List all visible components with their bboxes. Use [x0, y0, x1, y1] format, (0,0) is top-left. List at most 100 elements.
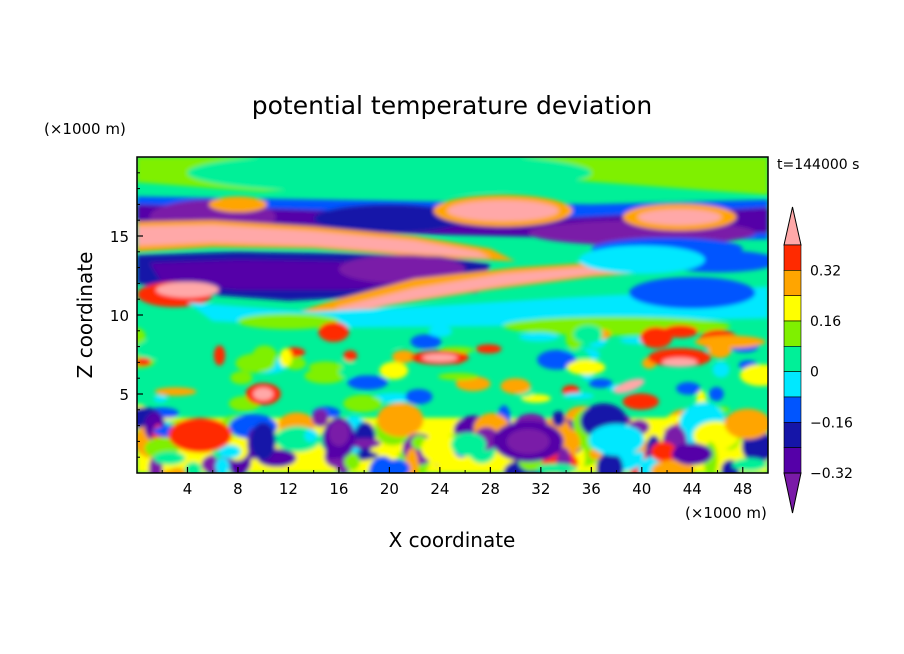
colorbar-swatch	[783, 371, 802, 398]
contour-region	[672, 442, 713, 466]
contour-region	[379, 361, 409, 380]
contour-region	[694, 335, 766, 349]
contour-region	[724, 408, 768, 440]
contour-region	[405, 389, 433, 405]
x-tick-label: 32	[531, 480, 550, 498]
contour-region	[154, 387, 197, 396]
x-tick-label: 8	[233, 480, 243, 498]
contour-region	[450, 432, 487, 457]
colorbar-swatch	[783, 244, 802, 271]
chart-title: potential temperature deviation	[252, 91, 652, 120]
colorbar-min-arrow	[783, 472, 802, 514]
contour-region	[712, 361, 730, 378]
contour-region	[500, 378, 531, 394]
colorbar-max-arrow	[783, 206, 802, 246]
contour-region	[313, 204, 466, 233]
contour-regions	[137, 157, 768, 473]
contour-region	[455, 376, 491, 392]
colorbar-swatch	[783, 270, 802, 296]
contour-region	[137, 357, 152, 367]
x-unit-label: (×1000 m)	[685, 504, 767, 522]
contour-region	[596, 452, 624, 473]
x-tick-label: 16	[329, 480, 348, 498]
contour-region	[372, 392, 416, 403]
x-axis: 4 8 12 16 20 24 28 32 36 40 44 48	[161, 467, 752, 498]
contour-region	[237, 313, 339, 330]
colorbar: 0.32 0.16 0 −0.16 −0.32	[783, 206, 853, 514]
contour-region	[208, 196, 267, 213]
time-label: t=144000 s	[777, 157, 859, 173]
contour-region	[622, 393, 660, 410]
x-tick-label: 4	[183, 480, 193, 498]
y-axis: 5 10 15	[110, 172, 143, 458]
contour-region	[732, 457, 767, 472]
y-axis-label: Z coordinate	[73, 252, 97, 379]
colorbar-swatch	[783, 396, 802, 423]
contour-region	[153, 395, 168, 403]
x-tick-label: 44	[683, 480, 702, 498]
contour-region	[312, 408, 329, 428]
contour-region	[215, 457, 230, 473]
contour-region	[218, 444, 242, 459]
y-tick-label: 15	[110, 228, 129, 246]
x-tick-label: 24	[430, 480, 449, 498]
contour-region	[573, 325, 603, 344]
contour-region	[253, 387, 274, 401]
contour-region	[428, 325, 453, 337]
contour-region	[184, 461, 202, 473]
contour-region	[613, 378, 645, 394]
contour-region	[422, 353, 458, 362]
contour-region	[343, 350, 358, 362]
contour-region	[235, 353, 276, 373]
x-tick-label: 36	[582, 480, 601, 498]
x-tick-label: 40	[632, 480, 651, 498]
contour-region	[155, 281, 220, 298]
colorbar-tick-label: −0.16	[810, 415, 853, 431]
contour-region	[250, 422, 276, 461]
contour-region	[279, 348, 293, 367]
contour-region	[213, 345, 226, 366]
contour-region	[709, 386, 724, 402]
contour-region	[337, 357, 356, 379]
colorbar-swatch	[783, 422, 802, 448]
x-axis-label: X coordinate	[389, 528, 516, 552]
contour-region	[137, 224, 491, 259]
contour-region	[304, 368, 346, 384]
contour-region	[304, 429, 317, 443]
contour-region	[519, 332, 559, 342]
contour-region	[588, 378, 613, 389]
contour-region	[187, 157, 592, 194]
contour-region	[230, 371, 253, 385]
contour-region	[376, 402, 424, 437]
contour-region	[438, 372, 479, 381]
contour-region	[629, 277, 756, 309]
contour-region	[650, 441, 677, 462]
colorbar-swatch	[783, 346, 802, 372]
contour-region	[638, 209, 722, 225]
contour-region	[328, 420, 350, 447]
contour-region	[343, 394, 383, 413]
contour-region	[318, 321, 350, 342]
colorbar-tick-label: 0	[810, 365, 819, 381]
x-tick-label: 20	[380, 480, 399, 498]
contour-region	[521, 394, 551, 403]
x-tick-label: 48	[733, 480, 752, 498]
contour-region	[552, 410, 565, 427]
contour-region	[566, 359, 606, 376]
contour-region	[410, 334, 442, 349]
contour-region	[506, 428, 550, 455]
contour-region	[739, 364, 768, 387]
contour-region	[640, 326, 673, 349]
contour-region	[308, 361, 343, 373]
colorbar-swatch	[783, 320, 802, 347]
contour-region	[381, 331, 404, 348]
contour-region	[168, 417, 232, 453]
contour-field	[137, 157, 768, 473]
contour-region	[676, 382, 701, 395]
contour-region	[475, 344, 502, 354]
colorbar-tick-label: 0.32	[810, 263, 841, 279]
y-unit-label: (×1000 m)	[44, 120, 126, 138]
contour-region	[347, 375, 388, 390]
colorbar-swatch	[783, 295, 802, 322]
contour-region	[338, 254, 466, 284]
